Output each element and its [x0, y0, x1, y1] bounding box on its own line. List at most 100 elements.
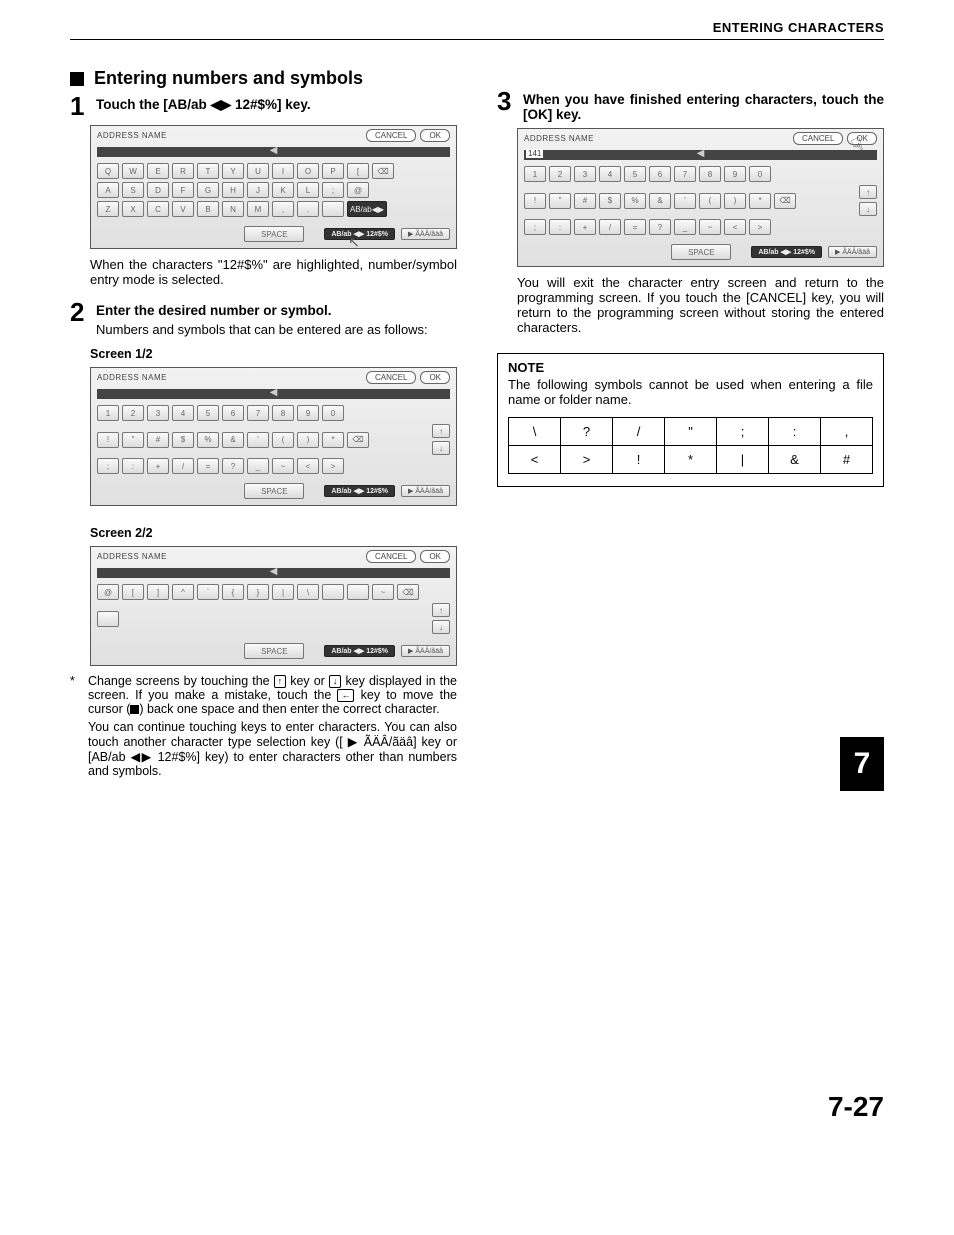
- key[interactable]: ;: [97, 458, 119, 474]
- arrow-down-icon[interactable]: ↓: [859, 202, 877, 216]
- key[interactable]: 1: [524, 166, 546, 182]
- key[interactable]: 5: [624, 166, 646, 182]
- key[interactable]: R: [172, 163, 194, 179]
- key[interactable]: Q: [97, 163, 119, 179]
- ss1-cancel[interactable]: CANCEL: [366, 129, 416, 142]
- key[interactable]: [322, 584, 344, 600]
- key[interactable]: =: [197, 458, 219, 474]
- key[interactable]: F: [172, 182, 194, 198]
- key[interactable]: >: [749, 219, 771, 235]
- key[interactable]: Z: [97, 201, 119, 217]
- ss3-space[interactable]: SPACE: [244, 643, 304, 659]
- key[interactable]: 3: [147, 405, 169, 421]
- key[interactable]: S: [122, 182, 144, 198]
- key[interactable]: 9: [724, 166, 746, 182]
- ss3-tab-num[interactable]: AB/ab ◀▶ 12#$%: [324, 645, 395, 657]
- key[interactable]: [: [347, 163, 369, 179]
- key[interactable]: ': [674, 193, 696, 209]
- key[interactable]: D: [147, 182, 169, 198]
- backspace-icon[interactable]: ⌫: [397, 584, 419, 600]
- key[interactable]: 8: [699, 166, 721, 182]
- key[interactable]: =: [624, 219, 646, 235]
- ss2-ok[interactable]: OK: [420, 371, 450, 384]
- key[interactable]: \: [297, 584, 319, 600]
- key[interactable]: ]: [147, 584, 169, 600]
- key[interactable]: :: [122, 458, 144, 474]
- backspace-icon[interactable]: ⌫: [372, 163, 394, 179]
- key[interactable]: 4: [599, 166, 621, 182]
- key[interactable]: +: [147, 458, 169, 474]
- key[interactable]: }: [247, 584, 269, 600]
- key[interactable]: Y: [222, 163, 244, 179]
- key[interactable]: L: [297, 182, 319, 198]
- key[interactable]: /: [172, 458, 194, 474]
- key[interactable]: _: [674, 219, 696, 235]
- key[interactable]: ;: [322, 182, 344, 198]
- key[interactable]: ': [247, 432, 269, 448]
- ss1-ok[interactable]: OK: [420, 129, 450, 142]
- key[interactable]: N: [222, 201, 244, 217]
- ss3-tab-accent[interactable]: ▶ ÃÄÂ/ãäâ: [401, 645, 450, 657]
- arrow-down-icon[interactable]: ↓: [432, 620, 450, 634]
- key[interactable]: [: [122, 584, 144, 600]
- key[interactable]: @: [347, 182, 369, 198]
- ss4-ok[interactable]: OK: [847, 132, 877, 145]
- backspace-icon[interactable]: ⌫: [347, 432, 369, 448]
- key[interactable]: @: [97, 584, 119, 600]
- key[interactable]: K: [272, 182, 294, 198]
- key[interactable]: ,: [272, 201, 294, 217]
- key[interactable]: ": [549, 193, 571, 209]
- backspace-icon[interactable]: ⌫: [774, 193, 796, 209]
- ss3-cancel[interactable]: CANCEL: [366, 550, 416, 563]
- key[interactable]: %: [197, 432, 219, 448]
- key[interactable]: 2: [122, 405, 144, 421]
- key[interactable]: B: [197, 201, 219, 217]
- arrow-down-icon[interactable]: ↓: [432, 441, 450, 455]
- ss4-space[interactable]: SPACE: [671, 244, 731, 260]
- arrow-up-icon[interactable]: ↑: [432, 424, 450, 438]
- key[interactable]: H: [222, 182, 244, 198]
- key-blank[interactable]: [97, 611, 119, 627]
- key[interactable]: I: [272, 163, 294, 179]
- key[interactable]: 6: [222, 405, 244, 421]
- key[interactable]: |: [272, 584, 294, 600]
- ss1-space[interactable]: SPACE: [244, 226, 304, 242]
- key[interactable]: 6: [649, 166, 671, 182]
- ss2-tab-num[interactable]: AB/ab ◀▶ 12#$%: [324, 485, 395, 497]
- key[interactable]: &: [222, 432, 244, 448]
- key[interactable]: {: [222, 584, 244, 600]
- key[interactable]: 7: [247, 405, 269, 421]
- key[interactable]: #: [147, 432, 169, 448]
- key[interactable]: W: [122, 163, 144, 179]
- key[interactable]: 1: [97, 405, 119, 421]
- key[interactable]: ;: [524, 219, 546, 235]
- key[interactable]: <: [297, 458, 319, 474]
- key[interactable]: V: [172, 201, 194, 217]
- key[interactable]: P: [322, 163, 344, 179]
- ss2-tab-accent[interactable]: ▶ ÃÄÂ/ãäâ: [401, 485, 450, 497]
- key[interactable]: .: [297, 201, 319, 217]
- key[interactable]: 9: [297, 405, 319, 421]
- arrow-up-icon[interactable]: ↑: [859, 185, 877, 199]
- ss4-cancel[interactable]: CANCEL: [793, 132, 843, 145]
- key[interactable]: $: [172, 432, 194, 448]
- key[interactable]: <: [724, 219, 746, 235]
- key[interactable]: *: [322, 432, 344, 448]
- key[interactable]: 8: [272, 405, 294, 421]
- key[interactable]: C: [147, 201, 169, 217]
- key[interactable]: ): [724, 193, 746, 209]
- key[interactable]: [322, 201, 344, 217]
- key[interactable]: U: [247, 163, 269, 179]
- key[interactable]: A: [97, 182, 119, 198]
- ss4-tab-accent[interactable]: ▶ ÃÄÂ/ãäâ: [828, 246, 877, 258]
- key[interactable]: T: [197, 163, 219, 179]
- key[interactable]: !: [97, 432, 119, 448]
- key[interactable]: ": [122, 432, 144, 448]
- key[interactable]: `: [197, 584, 219, 600]
- key[interactable]: 0: [322, 405, 344, 421]
- key[interactable]: %: [624, 193, 646, 209]
- key[interactable]: (: [272, 432, 294, 448]
- key[interactable]: #: [574, 193, 596, 209]
- ss3-ok[interactable]: OK: [420, 550, 450, 563]
- key[interactable]: ~: [372, 584, 394, 600]
